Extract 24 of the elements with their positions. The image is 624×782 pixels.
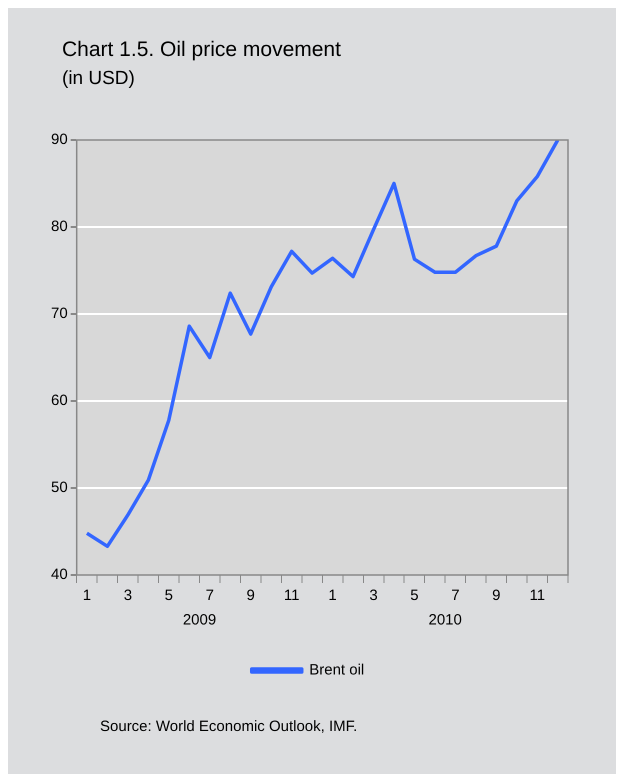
source-note: Source: World Economic Outlook, IMF.: [100, 718, 358, 735]
y-tick-label: 60: [50, 392, 68, 410]
x-tick-label: 1: [82, 587, 92, 604]
x-tick-label: 11: [284, 587, 300, 604]
x-tick-label: 9: [246, 587, 255, 604]
chart-title: Chart 1.5. Oil price movement: [62, 38, 341, 62]
x-tick-label: 11: [530, 587, 546, 604]
x-tick-label: 5: [164, 587, 173, 604]
x-tick-label: 5: [410, 587, 419, 604]
x-tick-label: 3: [124, 587, 132, 604]
x-tick-label: 1: [328, 587, 337, 604]
text: 2010: [428, 612, 462, 629]
x-tick-label: 3: [369, 587, 378, 604]
y-tick-label: 40: [50, 566, 68, 584]
text: 2009: [182, 612, 216, 629]
legend-label: Brent oil: [309, 662, 364, 679]
y-tick-label: 70: [50, 305, 68, 322]
x-tick-label: 7: [206, 587, 214, 604]
chart-subtitle: (in USD): [62, 68, 135, 90]
y-tick-label: 80: [50, 218, 68, 236]
x-tick-label: 9: [492, 587, 501, 604]
y-tick-label: 50: [50, 479, 68, 496]
x-tick-label: 7: [451, 587, 460, 604]
y-tick-label: 90: [50, 131, 68, 148]
